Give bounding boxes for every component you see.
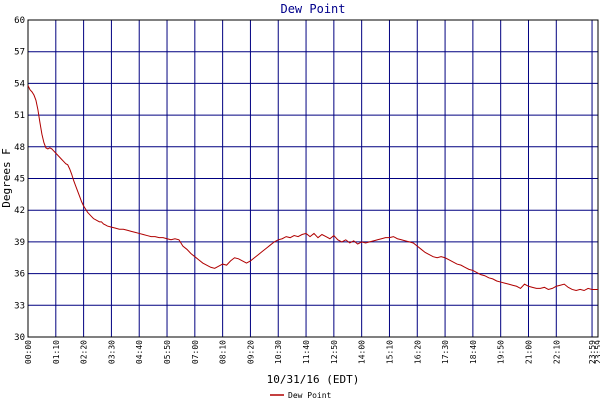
x-tick-label: 22:10 <box>552 340 561 364</box>
x-tick-label: 04:40 <box>135 340 144 364</box>
x-tick-label: 02:20 <box>80 340 89 364</box>
y-tick-label: 45 <box>14 175 25 185</box>
y-tick-label: 54 <box>14 79 25 89</box>
x-tick-label: 16:20 <box>413 340 422 364</box>
y-tick-label: 36 <box>14 270 25 280</box>
x-tick-label: 09:20 <box>246 340 255 364</box>
x-tick-label: 17:30 <box>441 340 450 364</box>
x-tick-label: 11:40 <box>302 340 311 364</box>
x-tick-label: 21:00 <box>524 340 533 364</box>
x-tick-label: 19:50 <box>497 340 506 364</box>
y-tick-label: 42 <box>14 206 25 216</box>
x-tick-label: 05:50 <box>163 340 172 364</box>
y-axis-ticks: 30 33 36 39 42 45 48 51 54 57 60 <box>14 16 25 343</box>
plot-frame <box>27 19 599 338</box>
y-tick-label: 51 <box>14 111 25 121</box>
y-tick-label: 57 <box>14 48 25 58</box>
x-tick-label: 18:40 <box>469 340 478 364</box>
x-tick-label: 07:00 <box>191 340 200 364</box>
x-tick-label: 23:59 <box>594 340 600 364</box>
x-tick-label: 01:10 <box>52 340 61 364</box>
x-tick-label: 12:50 <box>330 340 339 364</box>
x-tick-label: 23:59 <box>588 340 597 364</box>
y-tick-label: 48 <box>14 143 25 153</box>
y-tick-label: 33 <box>14 301 25 311</box>
x-tick-label: 03:30 <box>107 340 116 364</box>
x-axis-title: 10/31/16 (EDT) <box>267 373 360 386</box>
x-tick-label: 14:00 <box>358 340 367 364</box>
x-tick-label: 08:10 <box>219 340 228 364</box>
x-tick-label: 15:10 <box>385 340 394 364</box>
series-layer <box>27 85 598 292</box>
legend: Dew Point <box>270 391 332 400</box>
y-tick-label: 30 <box>14 333 25 343</box>
y-tick-label: 39 <box>14 238 25 248</box>
y-axis-title: Degrees F <box>0 148 13 208</box>
chart-title: Dew Point <box>280 2 345 16</box>
y-tick-label: 60 <box>14 16 25 26</box>
dew-point-line <box>27 85 598 292</box>
x-tick-label: 10:30 <box>274 340 283 364</box>
x-axis-ticks: 00:00 01:10 02:20 03:30 04:40 05:50 07:00 08:10… <box>24 340 600 364</box>
x-tick-label: 00:00 <box>24 340 33 364</box>
legend-label: Dew Point <box>288 391 332 400</box>
